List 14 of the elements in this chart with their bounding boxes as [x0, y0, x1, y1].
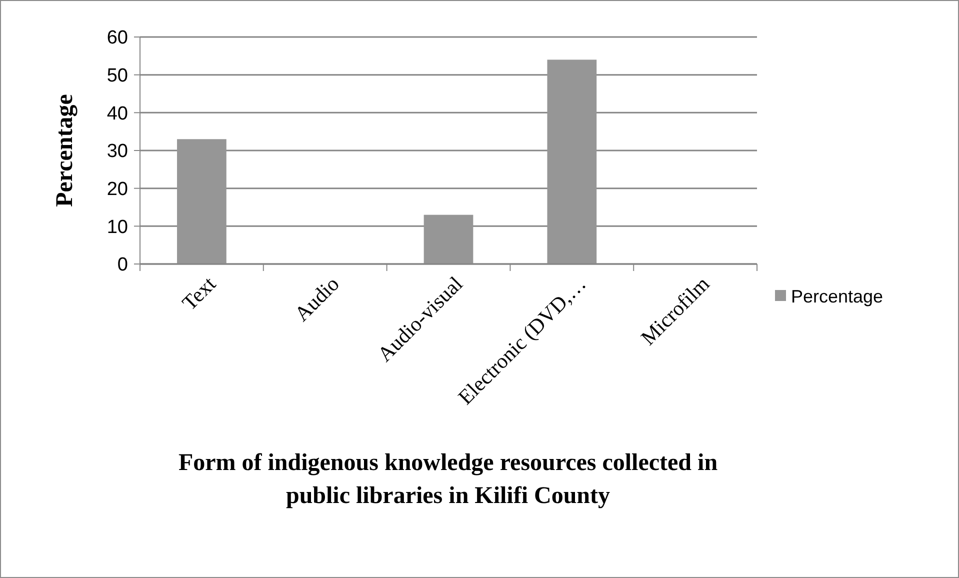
y-tick-label: 20: [106, 178, 128, 200]
y-tick-label: 0: [117, 254, 128, 276]
x-tick-label: Text: [177, 272, 221, 315]
y-tick-label: 50: [106, 65, 128, 86]
y-tick-label: 30: [106, 141, 128, 162]
legend-label: Percentage: [791, 286, 884, 306]
bar: [547, 60, 597, 264]
y-tick-label: 10: [106, 216, 128, 238]
bar: [177, 139, 226, 264]
bar: [424, 214, 474, 264]
y-tick-label: 40: [106, 103, 128, 124]
y-tick-label: 60: [106, 28, 128, 49]
x-axis-title: Form of indigenous knowledge resources collected in public libraries in Kilifi County: [178, 450, 718, 509]
y-axis-title: Percentage: [52, 94, 78, 207]
